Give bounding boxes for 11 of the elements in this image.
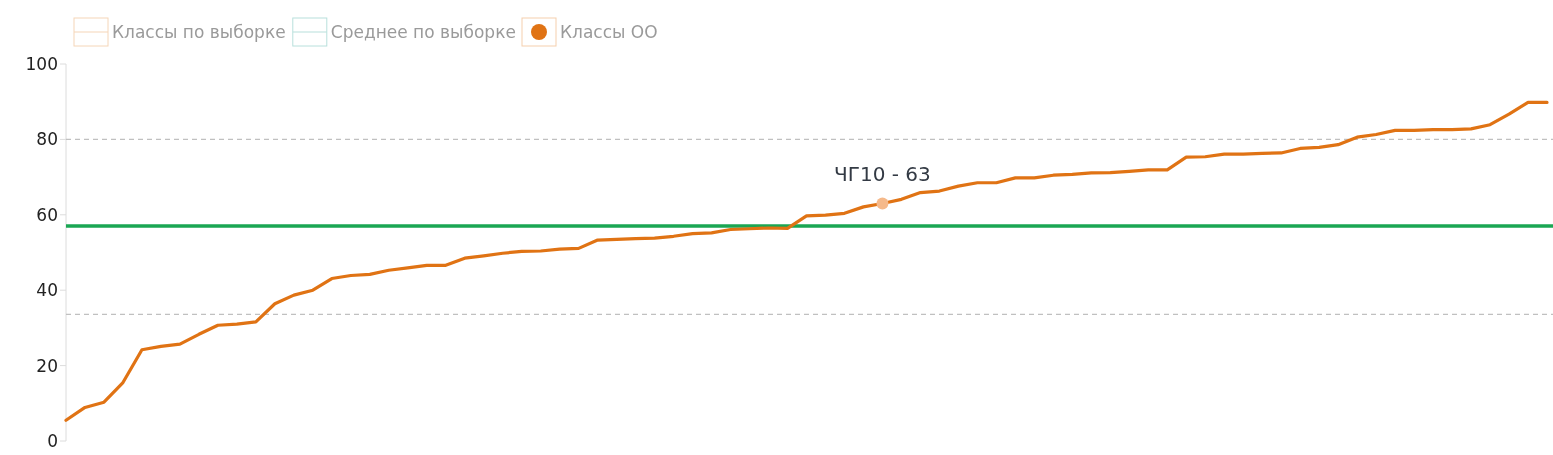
legend-label: Классы по выборке <box>112 22 286 42</box>
legend-label: Классы ОО <box>560 22 658 42</box>
y-tick-label: 60 <box>36 204 58 225</box>
annotation: ЧГ10 - 63 <box>834 162 931 187</box>
y-tick-label: 100 <box>25 53 58 74</box>
y-tick-label: 0 <box>47 430 58 451</box>
legend-label: Среднее по выборке <box>330 22 516 42</box>
line-series <box>64 100 1549 422</box>
y-tick-label: 40 <box>36 280 58 301</box>
y-tick-label: 20 <box>36 355 58 376</box>
y-tick-label: 80 <box>36 129 58 150</box>
